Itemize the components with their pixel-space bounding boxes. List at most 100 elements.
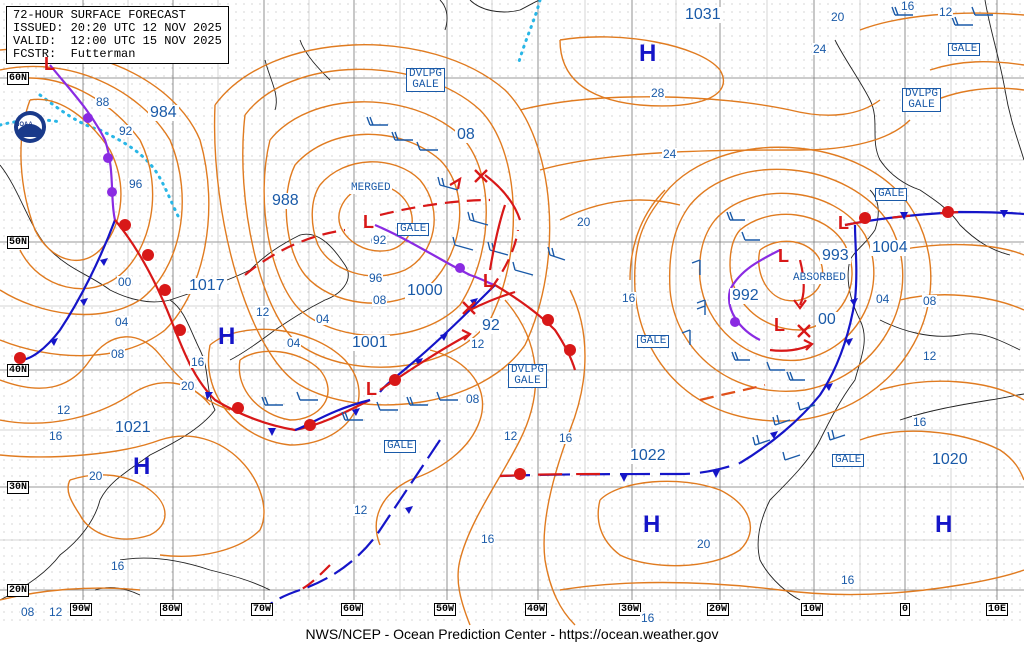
lon-label-60w: 60W xyxy=(341,603,364,616)
low-pressure-symbol: L xyxy=(774,315,785,335)
high-pressure-symbol: H xyxy=(639,40,657,67)
isobar-value: 88 xyxy=(95,95,111,109)
warm-front-symbols xyxy=(14,206,954,480)
low-pressure-symbol: L xyxy=(363,212,374,232)
absorbed-note: ABSORBED xyxy=(792,272,847,284)
header-title: 72-HOUR SURFACE FORECAST xyxy=(13,8,186,22)
lon-label-90w: 90W xyxy=(70,603,93,616)
isobar-value: 04 xyxy=(114,315,130,329)
isobar-value: 16 xyxy=(558,431,574,445)
merged-note: MERGED xyxy=(350,182,392,194)
isobar-value: 08 xyxy=(922,294,938,308)
header-valid: VALID: 12:00 UTC 15 NOV 2025 xyxy=(13,34,222,48)
pressure-label: 1022 xyxy=(628,447,668,464)
gale-label: GALE xyxy=(637,335,670,348)
gale-label: GALE xyxy=(875,188,908,201)
isobar-value: 20 xyxy=(830,10,846,24)
dvlpg-gale-label: DVLPG GALE xyxy=(902,88,942,112)
pressure-label: 1000 xyxy=(405,282,445,299)
lon-label-70w: 70W xyxy=(251,603,274,616)
noaa-logo xyxy=(14,111,46,143)
isobar-value: 16 xyxy=(840,573,856,587)
isobar-value: 12 xyxy=(470,337,486,351)
isobar-value: 16 xyxy=(480,532,496,546)
noaa-logo-text: NOAA xyxy=(15,122,33,128)
lon-label-30w: 30W xyxy=(619,603,642,616)
footer-credit: NWS/NCEP - Ocean Prediction Center - htt… xyxy=(305,626,719,642)
header-issued: ISSUED: 20:20 UTC 12 NOV 2025 xyxy=(13,21,222,35)
isobar-value: 92 xyxy=(118,124,134,138)
gale-label: GALE xyxy=(397,223,430,236)
pressure-label: 988 xyxy=(270,192,301,209)
isobar-value: 16 xyxy=(48,429,64,443)
isobar-value: 12 xyxy=(938,5,954,19)
isobar-value: 24 xyxy=(812,42,828,56)
isobar-value: 12 xyxy=(48,605,64,619)
pressure-label: 92 xyxy=(480,317,502,334)
isobar-value: 08 xyxy=(20,605,36,619)
isobar-value: 04 xyxy=(875,292,891,306)
isobar-value: 04 xyxy=(315,312,331,326)
storm-tracks xyxy=(379,174,814,391)
pressure-label: 1001 xyxy=(350,334,390,351)
header-forecaster: FCSTR: Futterman xyxy=(13,47,136,61)
low-pressure-symbol: L xyxy=(483,271,494,291)
occluded-front-symbols xyxy=(83,113,740,327)
isobar-value: 16 xyxy=(912,415,928,429)
isobar-value: 96 xyxy=(128,177,144,191)
lat-label-40n: 40N xyxy=(7,364,30,377)
lon-label-10e: 10E xyxy=(986,603,1009,616)
pressure-label: 1021 xyxy=(113,419,153,436)
low-pressure-symbol: L xyxy=(44,54,55,74)
pressure-label: 992 xyxy=(730,287,761,304)
lat-label-30n: 30N xyxy=(7,481,30,494)
gale-label: GALE xyxy=(384,440,417,453)
isobar-value: 16 xyxy=(110,559,126,573)
isobar-value: 12 xyxy=(922,349,938,363)
isobar-value: 96 xyxy=(368,271,384,285)
isobar-value: 08 xyxy=(110,347,126,361)
isobar-value: 04 xyxy=(286,336,302,350)
gale-label: GALE xyxy=(832,454,865,467)
lat-label-50n: 50N xyxy=(7,236,30,249)
lon-label-0: 0 xyxy=(900,603,911,616)
dot-background xyxy=(0,0,1024,625)
isobar-value: 16 xyxy=(190,355,206,369)
isobar-value: 12 xyxy=(503,429,519,443)
isobar-value: 24 xyxy=(662,147,678,161)
isobar-value: 08 xyxy=(372,293,388,307)
forecast-header: 72-HOUR SURFACE FORECAST ISSUED: 20:20 U… xyxy=(6,6,229,64)
isobar-value: 16 xyxy=(621,291,637,305)
lon-label-10w: 10W xyxy=(801,603,824,616)
lon-label-80w: 80W xyxy=(160,603,183,616)
low-pressure-symbol: L xyxy=(838,213,849,233)
lon-label-20w: 20W xyxy=(707,603,730,616)
isobar-value: 12 xyxy=(353,503,369,517)
lon-label-40w: 40W xyxy=(525,603,548,616)
isobar-value: 08 xyxy=(465,392,481,406)
isobar-value: 28 xyxy=(650,86,666,100)
high-pressure-symbol: H xyxy=(133,453,151,480)
isobar-value: 20 xyxy=(576,215,592,229)
wind-barbs xyxy=(261,6,993,461)
isobar-value: 92 xyxy=(372,233,388,247)
pressure-label: 1020 xyxy=(930,451,970,468)
isobar-value: 16 xyxy=(640,611,656,625)
isobar-value: 12 xyxy=(56,403,72,417)
isobar-value: 16 xyxy=(900,0,916,13)
dvlpg-gale-label: DVLPG GALE xyxy=(508,364,548,388)
pressure-label: 1017 xyxy=(187,277,227,294)
pressure-label: 08 xyxy=(455,126,477,143)
pressure-label: 1031 xyxy=(683,6,723,23)
pressure-label: 984 xyxy=(148,104,179,121)
high-pressure-symbol: H xyxy=(218,323,236,350)
pressure-label: 993 xyxy=(820,247,851,264)
high-pressure-symbol: H xyxy=(643,511,661,538)
lat-label-20n: 20N xyxy=(7,584,30,597)
pressure-label: 1004 xyxy=(870,239,910,256)
low-pressure-symbol: L xyxy=(778,246,789,266)
cold-front-symbols xyxy=(50,210,1008,514)
isobar-value: 20 xyxy=(88,469,104,483)
low-pressure-symbol: L xyxy=(366,379,377,399)
